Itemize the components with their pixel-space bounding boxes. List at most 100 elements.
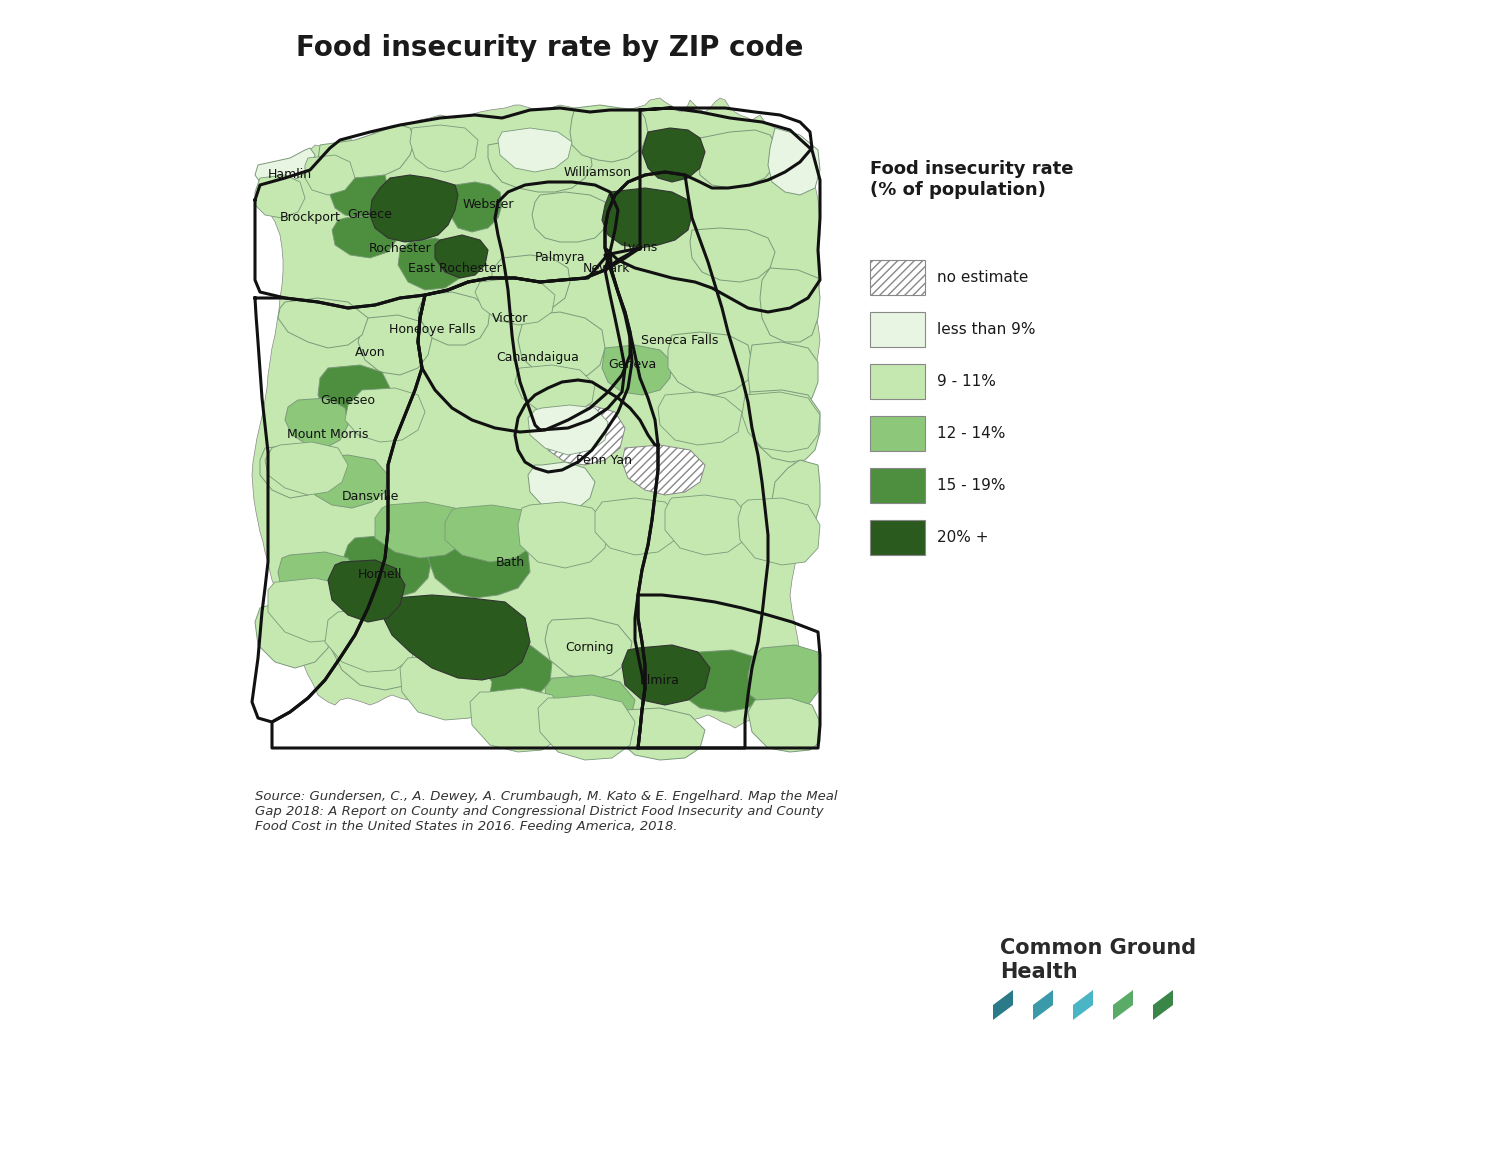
Polygon shape [748,389,820,462]
Polygon shape [345,388,424,442]
Polygon shape [622,445,705,495]
Polygon shape [570,106,648,162]
Polygon shape [400,655,492,720]
Polygon shape [514,365,596,415]
Polygon shape [748,645,820,710]
Bar [870,520,925,555]
Polygon shape [375,502,468,558]
Bar [870,364,925,399]
Polygon shape [382,595,530,680]
Polygon shape [318,126,416,178]
Text: Victor: Victor [492,312,528,325]
Polygon shape [370,175,458,242]
Text: 20% +: 20% + [938,530,988,545]
Polygon shape [326,608,419,672]
Polygon shape [538,694,634,760]
Polygon shape [1034,990,1053,1021]
Text: Geneseo: Geneseo [321,393,375,407]
Polygon shape [435,235,488,278]
Text: Webster: Webster [462,198,513,211]
Text: Lyons: Lyons [622,242,657,255]
Polygon shape [448,182,503,232]
Polygon shape [772,460,820,530]
Polygon shape [476,278,555,325]
Polygon shape [993,990,1012,1021]
Polygon shape [596,499,680,555]
Text: Food insecurity rate
(% of population): Food insecurity rate (% of population) [870,160,1074,198]
Polygon shape [748,343,818,411]
Polygon shape [690,228,776,282]
Polygon shape [278,298,368,348]
Text: Common Ground
Health: Common Ground Health [1000,938,1196,982]
Polygon shape [542,405,626,465]
Text: Hamlin: Hamlin [268,169,312,182]
Polygon shape [330,175,388,218]
Polygon shape [760,267,820,343]
Polygon shape [332,215,398,258]
Polygon shape [658,392,742,445]
Text: Elmira: Elmira [640,673,680,686]
Polygon shape [358,316,432,375]
Polygon shape [252,99,820,728]
Polygon shape [668,332,752,395]
Polygon shape [398,238,465,290]
Text: Greece: Greece [348,209,393,222]
Text: 9 - 11%: 9 - 11% [938,374,996,389]
Polygon shape [342,535,432,598]
Text: less than 9%: less than 9% [938,323,1035,337]
Text: Food insecurity rate by ZIP code: Food insecurity rate by ZIP code [297,34,804,62]
Polygon shape [268,578,358,642]
Text: Dansville: Dansville [342,490,399,503]
Text: Honeoye Falls: Honeoye Falls [388,324,476,337]
Text: Source: Gundersen, C., A. Dewey, A. Crumbaugh, M. Kato & E. Engelhard. Map the M: Source: Gundersen, C., A. Dewey, A. Crum… [255,789,837,833]
Polygon shape [446,506,536,562]
Polygon shape [678,650,770,712]
Polygon shape [1072,990,1094,1021]
Polygon shape [528,462,596,510]
Polygon shape [664,495,750,555]
Bar [870,416,925,450]
Polygon shape [260,445,326,499]
Polygon shape [742,392,821,452]
Polygon shape [1154,990,1173,1021]
Text: Newark: Newark [582,262,630,274]
Polygon shape [615,708,705,760]
Polygon shape [470,689,566,752]
Polygon shape [738,499,821,565]
Polygon shape [332,628,424,690]
Polygon shape [1113,990,1132,1021]
Polygon shape [410,126,478,172]
Polygon shape [308,455,388,508]
Text: no estimate: no estimate [938,270,1029,285]
Polygon shape [698,130,778,188]
Polygon shape [328,560,405,622]
Text: 12 - 14%: 12 - 14% [938,426,1005,441]
Polygon shape [318,365,390,425]
Text: Bath: Bath [495,556,525,569]
Polygon shape [748,698,820,752]
Polygon shape [255,602,332,667]
Polygon shape [544,674,634,732]
Polygon shape [498,128,572,172]
Polygon shape [532,192,608,242]
Polygon shape [285,398,348,448]
Polygon shape [304,155,355,195]
Text: Canandaigua: Canandaigua [496,352,579,365]
Text: Mount Morris: Mount Morris [288,428,369,441]
Polygon shape [488,138,592,192]
Text: Corning: Corning [566,642,615,655]
Polygon shape [255,175,304,218]
Polygon shape [427,533,530,598]
Polygon shape [642,128,705,182]
Polygon shape [255,148,315,185]
Text: Palmyra: Palmyra [534,251,585,264]
Polygon shape [544,618,632,680]
Text: Avon: Avon [354,346,386,359]
Polygon shape [602,188,692,248]
Polygon shape [446,638,552,705]
Text: Williamson: Williamson [564,165,632,178]
Text: Penn Yan: Penn Yan [576,454,632,467]
Text: Rochester: Rochester [369,242,432,255]
Bar [870,260,925,294]
Polygon shape [528,405,608,455]
